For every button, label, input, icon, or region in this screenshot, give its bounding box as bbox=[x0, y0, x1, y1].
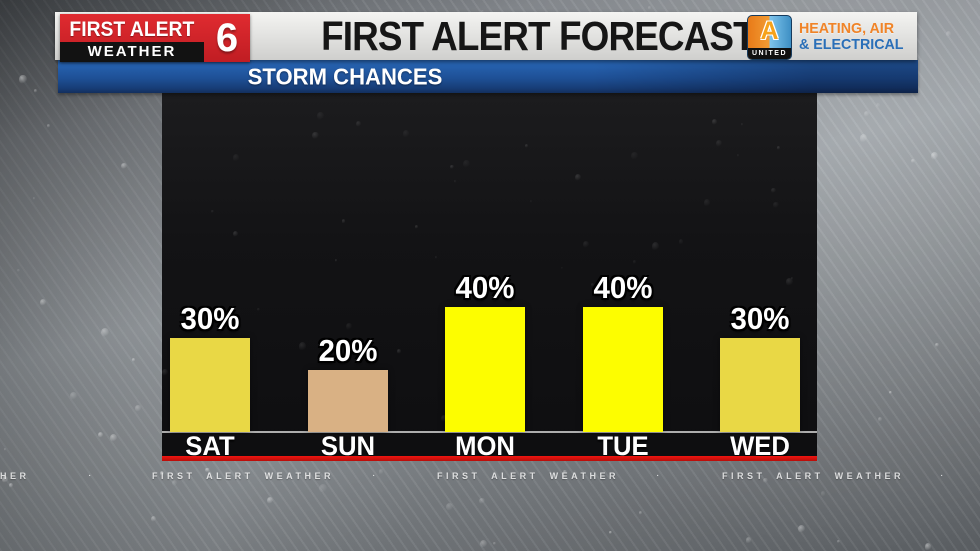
day-label: MON bbox=[455, 431, 515, 461]
storm-chance-bar bbox=[582, 307, 663, 432]
day-label: SAT bbox=[185, 431, 235, 461]
storm-chance-bar bbox=[307, 369, 388, 432]
watermark-text: FIRST ALERT WEATHER bbox=[722, 471, 904, 481]
chart-baseline bbox=[162, 431, 817, 433]
page-title: FIRST ALERT FORECAST bbox=[320, 12, 756, 59]
day-label: TUE bbox=[596, 431, 649, 461]
chart-bottom-red-line bbox=[162, 456, 817, 461]
storm-chances-banner: STORM CHANCES bbox=[58, 60, 918, 93]
watermark-text-truncated: HER bbox=[0, 471, 30, 481]
united-wordmark: UNITED bbox=[748, 47, 791, 59]
watermark-dot: · bbox=[88, 470, 92, 481]
logo-weather-text: WEATHER bbox=[60, 42, 204, 62]
sponsor-heating-air-text: HEATING, AIR bbox=[799, 20, 894, 37]
day-label: SUN bbox=[320, 431, 375, 461]
sponsor-text-block: HEATING, AIR & ELECTRICAL bbox=[799, 21, 909, 53]
storm-chance-value-label: 40% bbox=[593, 270, 652, 305]
channel-6-icon: 6 bbox=[215, 16, 239, 60]
logo-first-alert-text: FIRST ALERT bbox=[69, 18, 195, 41]
united-flame-ice-icon: A UNITED bbox=[747, 14, 792, 60]
logo-text-block: FIRST ALERT WEATHER bbox=[60, 14, 204, 62]
header-bar: FIRST ALERT WEATHER 6 FIRST ALERT FORECA… bbox=[55, 12, 917, 62]
united-a-letter: A bbox=[760, 16, 779, 45]
first-alert-weather-6-logo: FIRST ALERT WEATHER 6 bbox=[60, 14, 250, 62]
storm-chance-bar bbox=[445, 307, 525, 432]
storm-chance-value-label: 30% bbox=[730, 301, 790, 337]
watermark-dot: · bbox=[940, 470, 944, 481]
watermark-dot: · bbox=[656, 470, 660, 481]
storm-chance-bar bbox=[170, 338, 250, 432]
storm-chance-bar bbox=[720, 338, 800, 432]
watermark-text: FIRST ALERT WEATHER bbox=[437, 471, 619, 481]
storm-chance-value-label: 20% bbox=[318, 332, 377, 368]
chart-panel: 30% SAT 20% SUN 40% MON 40% TUE 30% WED bbox=[162, 93, 817, 461]
watermark-dot: · bbox=[372, 470, 376, 481]
watermark-text: FIRST ALERT WEATHER bbox=[152, 471, 334, 481]
storm-chance-value-label: 30% bbox=[180, 301, 240, 337]
storm-chance-value-label: 40% bbox=[455, 270, 515, 305]
day-label: WED bbox=[730, 431, 790, 461]
watermark-ticker: HER · · · · FIRST ALERT WEATHER FIRST ALERT WE… bbox=[0, 470, 980, 485]
sponsor-electrical-text: & ELECTRICAL bbox=[799, 36, 904, 53]
title-area: FIRST ALERT FORECAST bbox=[255, 12, 820, 60]
banner-title: STORM CHANCES bbox=[247, 63, 443, 89]
sponsor-logo: A UNITED HEATING, AIR & ELECTRICAL bbox=[747, 14, 909, 60]
